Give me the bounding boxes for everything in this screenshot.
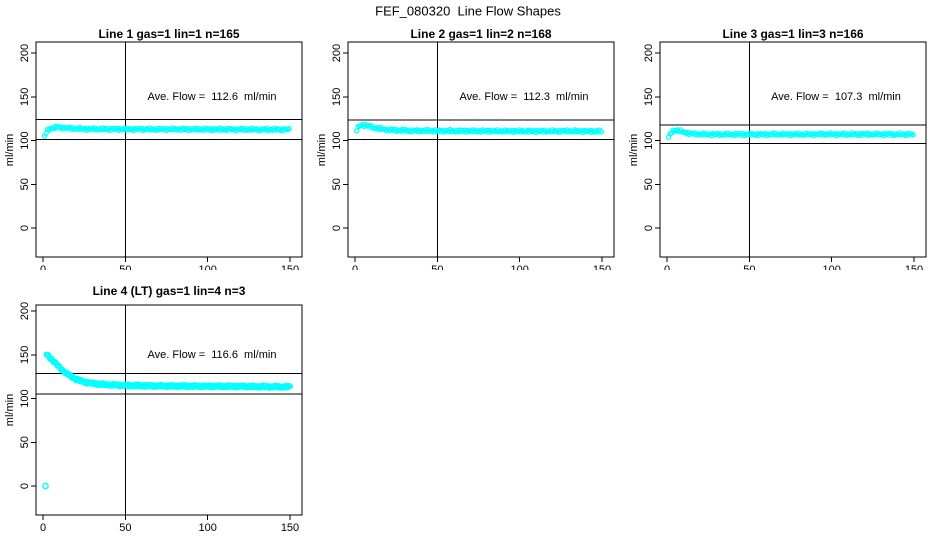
subplot-line-1: 0 50 100 150 200 0 50 100 150 Line 1 gas=1 lin=1… — [0, 0, 312, 270]
y-tick-label: 200 — [331, 44, 343, 62]
x-tick-label: 100 — [822, 264, 840, 270]
data-points — [42, 351, 293, 490]
x-tick-label: 0 — [352, 264, 358, 270]
y-tick-label: 100 — [331, 131, 343, 149]
y-axis-label: ml/min — [316, 133, 328, 167]
x-tick-label: 150 — [281, 264, 299, 270]
outlier-point — [42, 482, 49, 490]
axes — [343, 41, 615, 262]
x-tick-label: 0 — [40, 264, 46, 270]
x-tick-label: 0 — [40, 522, 46, 534]
plot-canvas-line-3: 0 50 100 150 200 0 50 100 150 — [643, 41, 927, 270]
y-tick-label: 200 — [643, 44, 655, 62]
plot-canvas-line-2: 0 50 100 150 200 0 50 100 150 — [331, 41, 615, 270]
y-axis-label: ml/min — [4, 393, 16, 427]
axes — [31, 41, 303, 262]
y-tick-label: 0 — [643, 225, 655, 231]
subplot-title: Line 3 gas=1 lin=3 n=166 — [722, 27, 864, 41]
plot-frame — [35, 41, 303, 258]
x-tick-label: 0 — [664, 264, 670, 270]
subplot-title: Line 2 gas=1 lin=2 n=168 — [410, 27, 552, 41]
subplot-title: Line 4 (LT) gas=1 lin=4 n=3 — [92, 284, 246, 298]
reference-lines — [36, 305, 302, 515]
data-points — [353, 121, 604, 136]
figure-title: FEF_080320 Line Flow Shapes — [375, 3, 561, 19]
x-tick-label: 150 — [593, 264, 611, 270]
y-tick-label: 150 — [19, 346, 31, 364]
y-tick-label: 100 — [19, 131, 31, 149]
plot-canvas-line-4: 0 50 100 150 200 0 50 100 150 — [19, 302, 303, 534]
data-points — [41, 123, 292, 139]
reference-lines — [36, 42, 302, 257]
x-tick-label: 50 — [431, 264, 443, 270]
plot-frame — [347, 41, 615, 258]
y-tick-label: 100 — [19, 389, 31, 407]
x-tick-label: 50 — [119, 522, 131, 534]
x-tick-label: 150 — [905, 264, 923, 270]
axes — [31, 304, 303, 520]
ave-flow-annotation: Ave. Flow = 112.3 ml/min — [459, 91, 589, 103]
subplot-line-3: 0 50 100 150 200 0 50 100 150 Line 3 gas=1 lin=3… — [624, 0, 936, 270]
y-tick-label: 150 — [643, 88, 655, 106]
y-tick-label: 150 — [19, 88, 31, 106]
subplot-line-2: 0 50 100 150 200 0 50 100 150 Line 2 gas=1 lin=2… — [312, 0, 624, 270]
data-points — [665, 127, 916, 140]
ave-flow-annotation: Ave. Flow = 107.3 ml/min — [771, 91, 901, 103]
y-tick-label: 100 — [643, 131, 655, 149]
reference-lines — [348, 42, 614, 257]
y-tick-label: 200 — [19, 44, 31, 62]
plot-canvas-line-1: 0 50 100 150 200 0 50 100 150 — [19, 41, 303, 270]
plot-frame — [659, 41, 927, 258]
x-tick-label: 100 — [198, 264, 216, 270]
y-tick-label: 50 — [331, 178, 343, 190]
y-tick-label: 0 — [19, 483, 31, 489]
x-tick-label: 100 — [198, 522, 216, 534]
y-tick-label: 0 — [331, 225, 343, 231]
y-tick-label: 0 — [19, 225, 31, 231]
x-tick-label: 50 — [119, 264, 131, 270]
y-axis-label: ml/min — [628, 133, 640, 167]
plot-frame — [35, 304, 303, 516]
subplot-line-4: 0 50 100 150 200 0 50 100 150 Line 4 (LT) gas=1 … — [0, 270, 312, 540]
y-tick-label: 150 — [331, 88, 343, 106]
y-axis-label: ml/min — [4, 133, 16, 167]
y-tick-label: 50 — [643, 178, 655, 190]
subplot-title: Line 1 gas=1 lin=1 n=165 — [98, 27, 240, 41]
y-tick-label: 50 — [19, 436, 31, 448]
ave-flow-annotation: Ave. Flow = 116.6 ml/min — [147, 349, 277, 361]
x-tick-label: 150 — [281, 522, 299, 534]
y-tick-label: 50 — [19, 178, 31, 190]
x-tick-label: 100 — [510, 264, 528, 270]
y-tick-label: 200 — [19, 302, 31, 320]
ave-flow-annotation: Ave. Flow = 112.6 ml/min — [147, 91, 277, 103]
x-tick-label: 50 — [743, 264, 755, 270]
axes — [655, 41, 927, 262]
reference-lines — [660, 42, 926, 257]
